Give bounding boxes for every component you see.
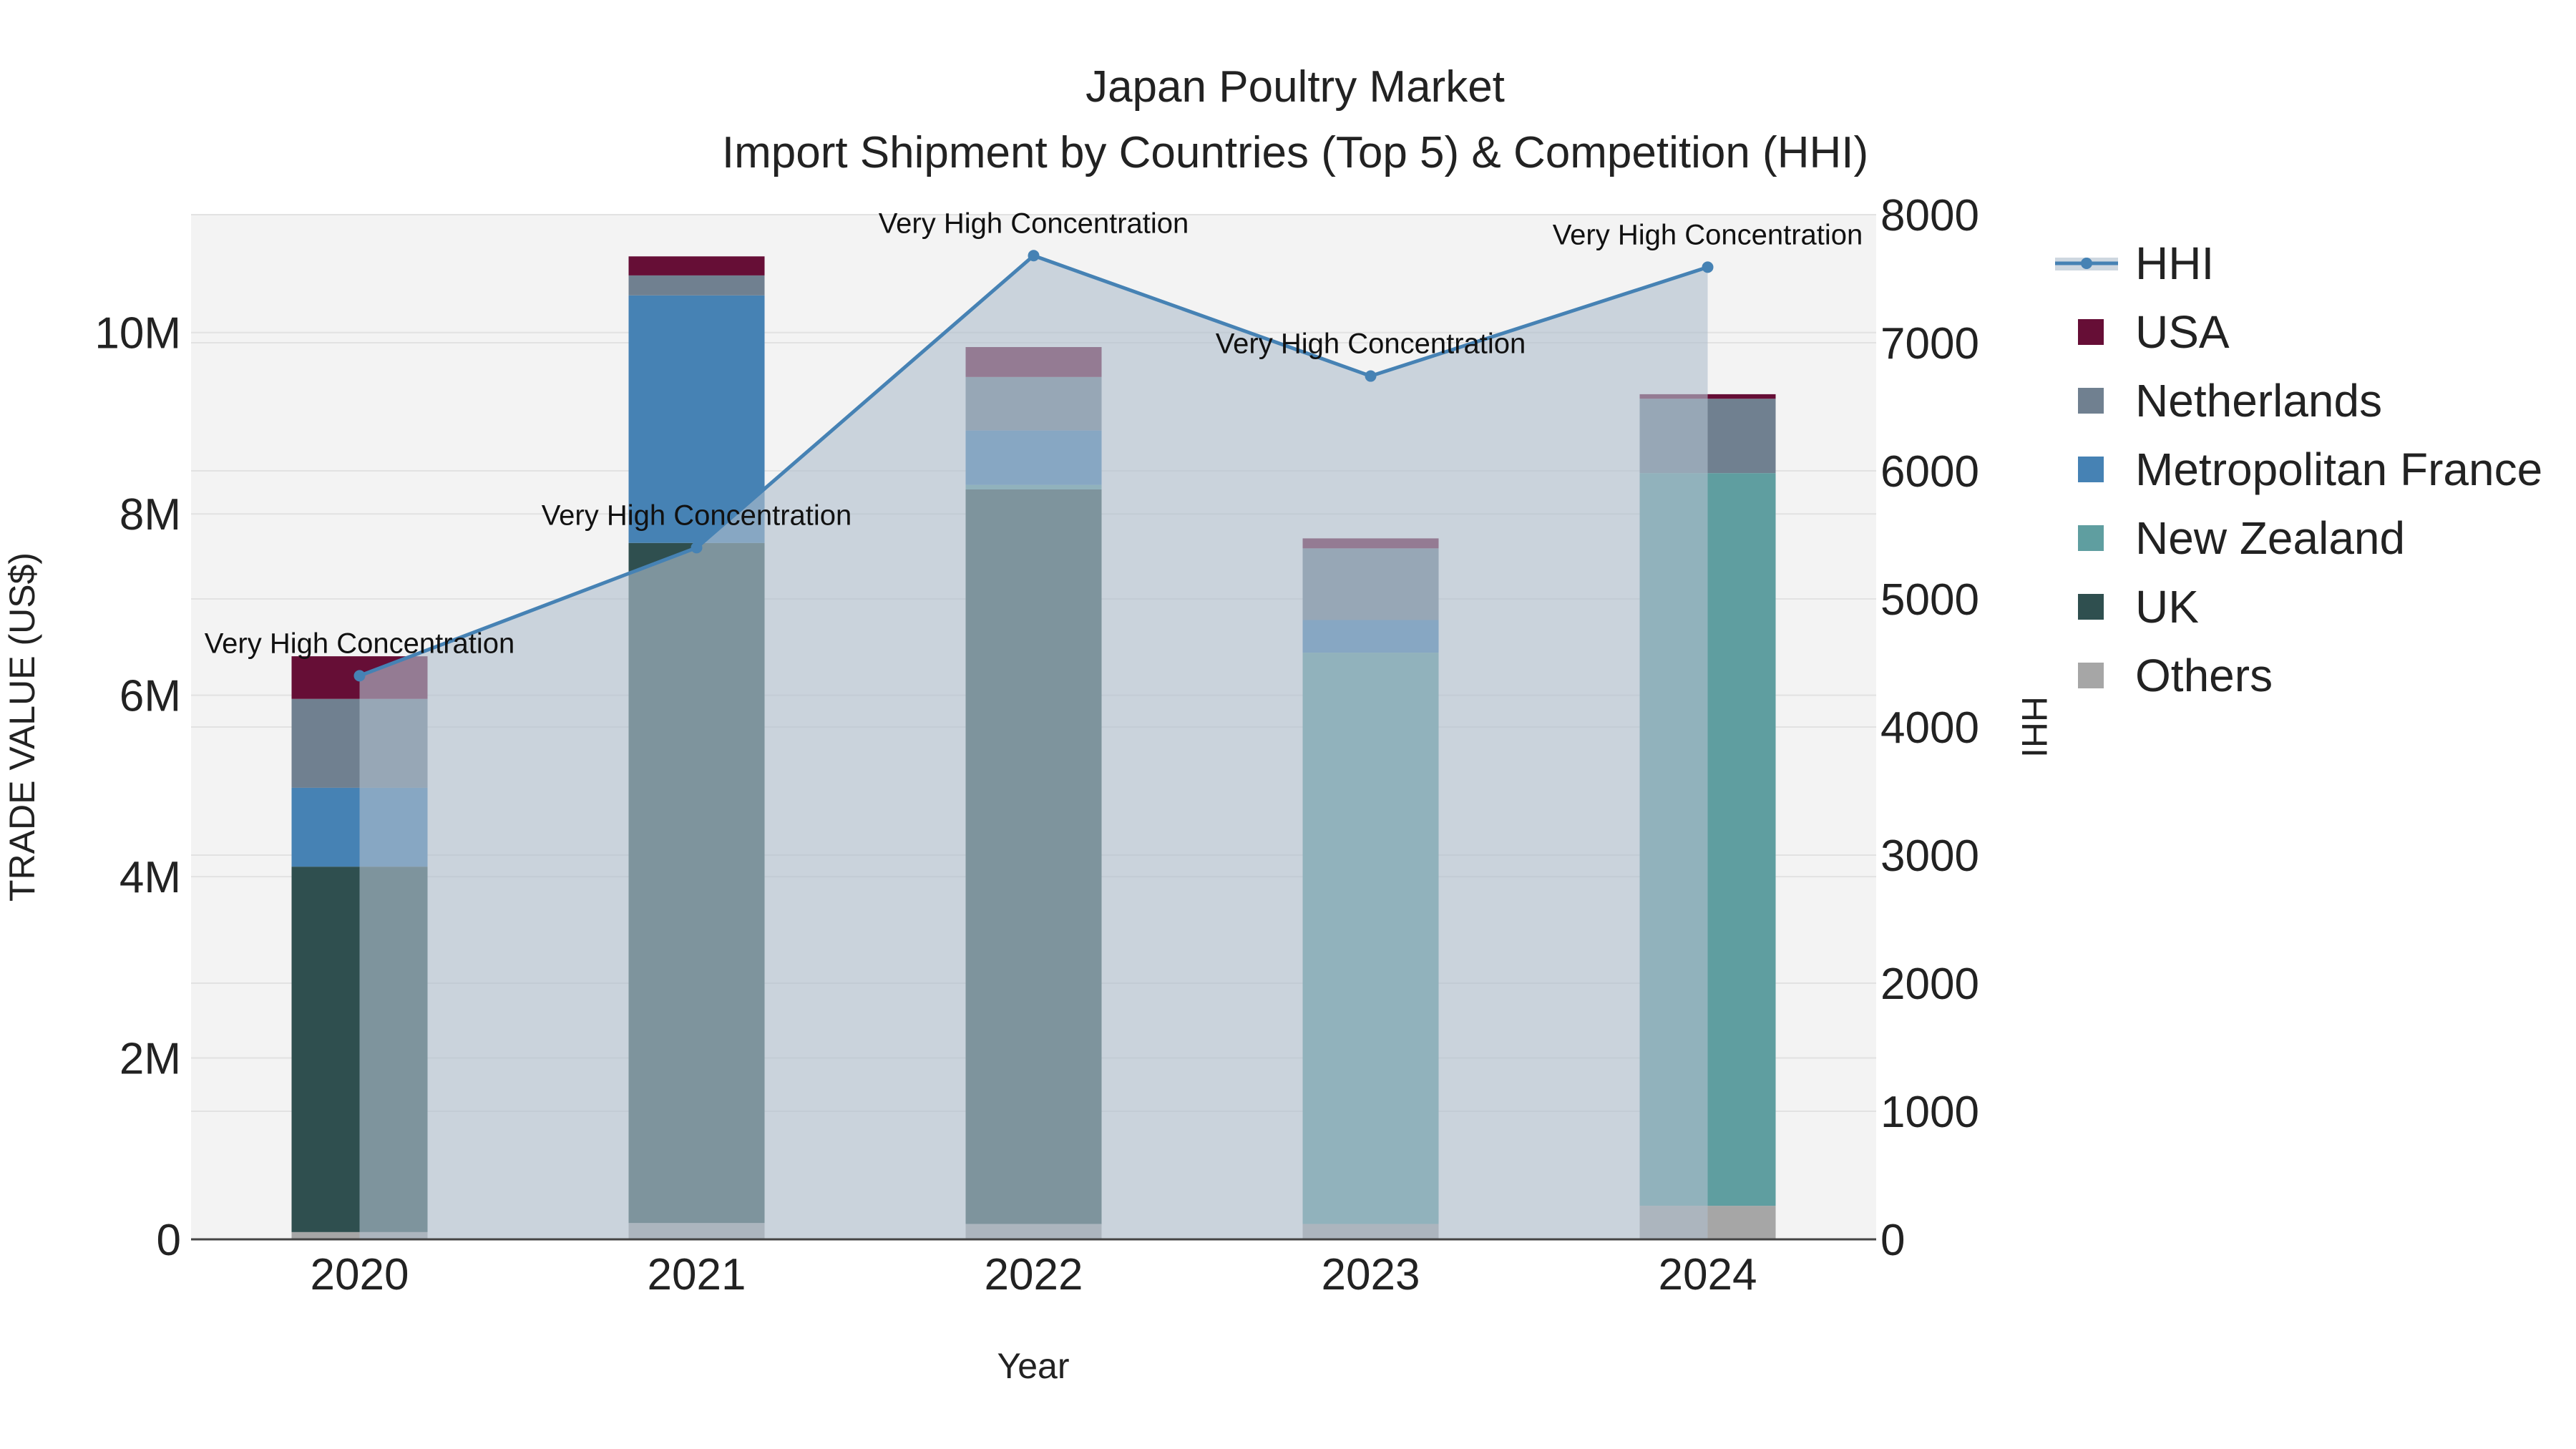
y-tick-label: 2M [119,1035,181,1084]
x-tick-label-2021: 2021 [648,1250,746,1299]
y-tick-label: 10M [94,309,181,358]
legend-item-uk[interactable]: UK [2078,581,2199,633]
chart-text: Japan Poultry Market Import Shipment by … [2,62,2054,1386]
hhi-annotation-2023: Very High Concentration [1216,328,1526,360]
hhi-annotation-2022: Very High Concentration [879,208,1189,239]
hhi-point-2022 [1028,250,1040,262]
y2-axis-title: HHI [2014,696,2054,758]
hhi-annotation-2024: Very High Concentration [1553,219,1863,250]
legend-swatch [2078,663,2104,688]
axes: 0 2M 4M 6M 8M 10M 0 1000 2000 3000 4000 5000 6000 700… [94,191,1979,1299]
legend-item-new-zealand[interactable]: New Zealand [2078,512,2405,564]
bar-netherlands-2021 [628,275,765,296]
legend-swatch [2078,594,2104,620]
hhi-point-2020 [353,670,366,682]
y2-tick-label: 8000 [1880,191,1979,240]
legend-swatch [2078,457,2104,482]
legend-item-metropolitan-france[interactable]: Metropolitan France [2078,444,2542,495]
legend-label: Metropolitan France [2135,444,2542,495]
hhi-point-2024 [1702,261,1714,273]
legend-swatch [2078,388,2104,414]
legend-label: New Zealand [2135,512,2405,564]
y2-tick-label: 5000 [1880,575,1979,625]
hhi-area [359,255,1708,1239]
bar-usa-2021 [628,256,765,275]
x-tick-label-2024: 2024 [1659,1250,1757,1299]
legend-label: Netherlands [2135,375,2382,426]
legend-swatch-hhi-marker [2081,258,2092,269]
legend-label: HHI [2135,238,2214,289]
legend-label: Others [2135,650,2273,701]
y-axis-title: TRADE VALUE (US$) [2,552,42,902]
legend-item-usa[interactable]: USA [2078,306,2230,358]
x-tick-label-2022: 2022 [985,1250,1083,1299]
y2-tick-label: 2000 [1880,960,1979,1009]
y-tick-label: 0 [157,1216,181,1265]
legend-swatch [2078,525,2104,551]
hhi-point-2023 [1365,370,1377,382]
x-tick-label-2020: 2020 [311,1250,409,1299]
hhi-annotation-2020: Very High Concentration [205,628,515,659]
chart-title: Japan Poultry Market [1085,62,1505,112]
y2-tick-label: 3000 [1880,831,1979,881]
y2-tick-label: 4000 [1880,703,1979,753]
x-axis-title: Year [997,1346,1069,1386]
chart-subtitle: Import Shipment by Countries (Top 5) & C… [722,128,1868,177]
legend-item-netherlands[interactable]: Netherlands [2078,375,2382,426]
x-tick-label-2023: 2023 [1322,1250,1420,1299]
legend: HHI USA Netherlands Metropolitan France New … [2055,238,2542,701]
hhi-annotation-2021: Very High Concentration [542,499,852,531]
y-tick-label: 8M [119,490,181,540]
legend-label: USA [2135,306,2230,358]
y-tick-label: 4M [119,853,181,902]
y2-tick-label: 0 [1880,1216,1905,1265]
legend-item-hhi[interactable]: HHI [2055,238,2214,289]
legend-swatch [2078,319,2104,345]
y2-tick-label: 1000 [1880,1088,1979,1137]
hhi-point-2021 [691,542,703,554]
legend-label: UK [2135,581,2199,633]
hhi-series: Very High Concentration Very High Concent… [205,208,1863,1239]
y2-tick-label: 6000 [1880,447,1979,497]
bar-metropolitan-france-2021 [628,295,765,543]
y2-tick-label: 7000 [1880,319,1979,369]
y-tick-label: 6M [119,672,181,721]
legend-item-others[interactable]: Others [2078,650,2273,701]
